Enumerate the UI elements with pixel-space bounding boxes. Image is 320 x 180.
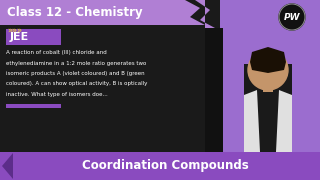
Text: isomeric products A (violet coloured) and B (green: isomeric products A (violet coloured) an…: [6, 71, 145, 76]
FancyBboxPatch shape: [244, 64, 292, 152]
Text: inactive. What type of isomers doe...: inactive. What type of isomers doe...: [6, 92, 108, 97]
FancyBboxPatch shape: [0, 0, 185, 25]
Text: ethylenediamine in a 1:2 mole ratio generates two: ethylenediamine in a 1:2 mole ratio gene…: [6, 60, 146, 66]
Polygon shape: [185, 0, 205, 25]
FancyBboxPatch shape: [220, 0, 320, 180]
Polygon shape: [250, 47, 286, 73]
Circle shape: [248, 50, 288, 90]
Text: PW: PW: [284, 12, 300, 21]
FancyBboxPatch shape: [6, 104, 61, 108]
Text: A reaction of cobalt (III) chloride and: A reaction of cobalt (III) chloride and: [6, 50, 107, 55]
Text: Coordination Compounds: Coordination Compounds: [82, 159, 248, 172]
Text: Class 12 - Chemistry: Class 12 - Chemistry: [7, 6, 143, 19]
FancyBboxPatch shape: [0, 0, 220, 180]
Circle shape: [279, 4, 305, 30]
Text: JEE: JEE: [10, 32, 29, 42]
Polygon shape: [2, 153, 13, 179]
Polygon shape: [195, 0, 215, 28]
Polygon shape: [244, 90, 260, 152]
Polygon shape: [276, 90, 292, 152]
Text: »»»: »»»: [7, 27, 22, 36]
FancyBboxPatch shape: [6, 29, 61, 45]
FancyBboxPatch shape: [0, 152, 320, 180]
FancyBboxPatch shape: [263, 80, 273, 92]
FancyBboxPatch shape: [205, 28, 223, 152]
Text: coloured). A can show optical activity, B is optically: coloured). A can show optical activity, …: [6, 82, 148, 87]
